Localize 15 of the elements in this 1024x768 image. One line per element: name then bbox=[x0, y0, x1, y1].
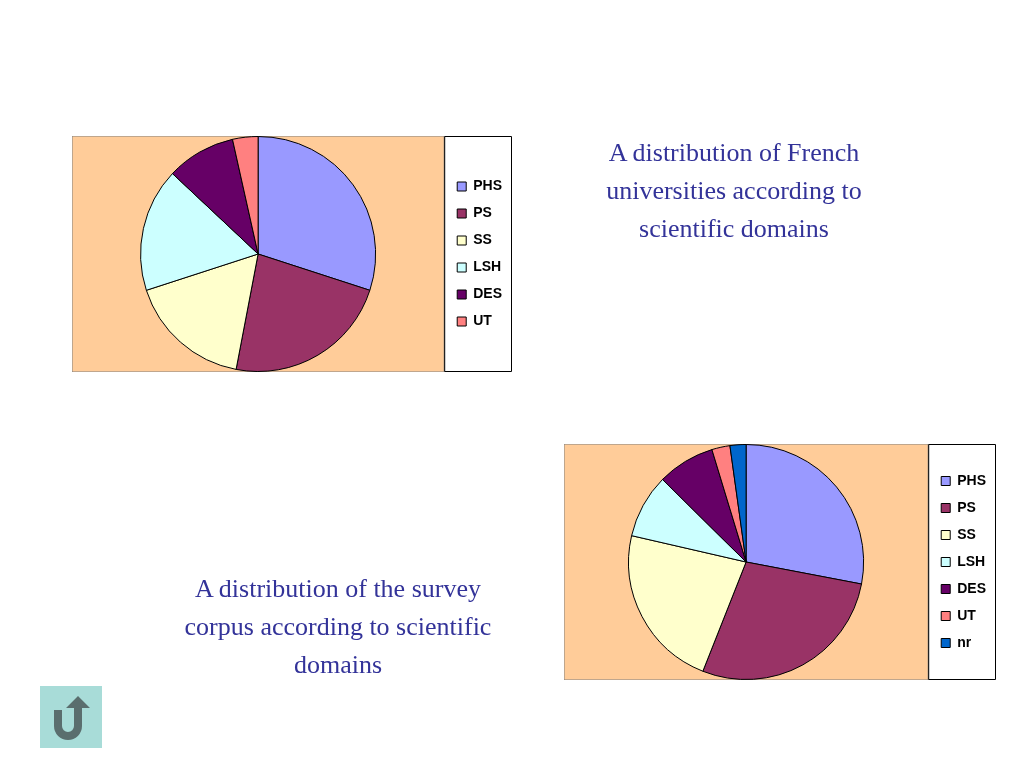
legend-label: PS bbox=[957, 498, 976, 515]
legend-label: LSH bbox=[473, 258, 502, 275]
legend-label: PHS bbox=[473, 177, 503, 194]
legend-label: UT bbox=[473, 312, 493, 329]
legend-label: UT bbox=[957, 606, 977, 623]
legend-label: nr bbox=[957, 633, 972, 650]
legend-label: PHS bbox=[957, 471, 987, 488]
legend-label: DES bbox=[473, 285, 503, 302]
text: A distribution of French universities according to scientific domains bbox=[605, 137, 863, 245]
legend-label: SS bbox=[957, 525, 976, 542]
legend-label: SS bbox=[473, 231, 492, 248]
text: A distribution of the survey corpus according to scientific domains bbox=[183, 573, 493, 681]
legend-label: DES bbox=[957, 579, 987, 596]
legend-label: LSH bbox=[957, 552, 986, 569]
legend-label: PS bbox=[473, 204, 492, 221]
